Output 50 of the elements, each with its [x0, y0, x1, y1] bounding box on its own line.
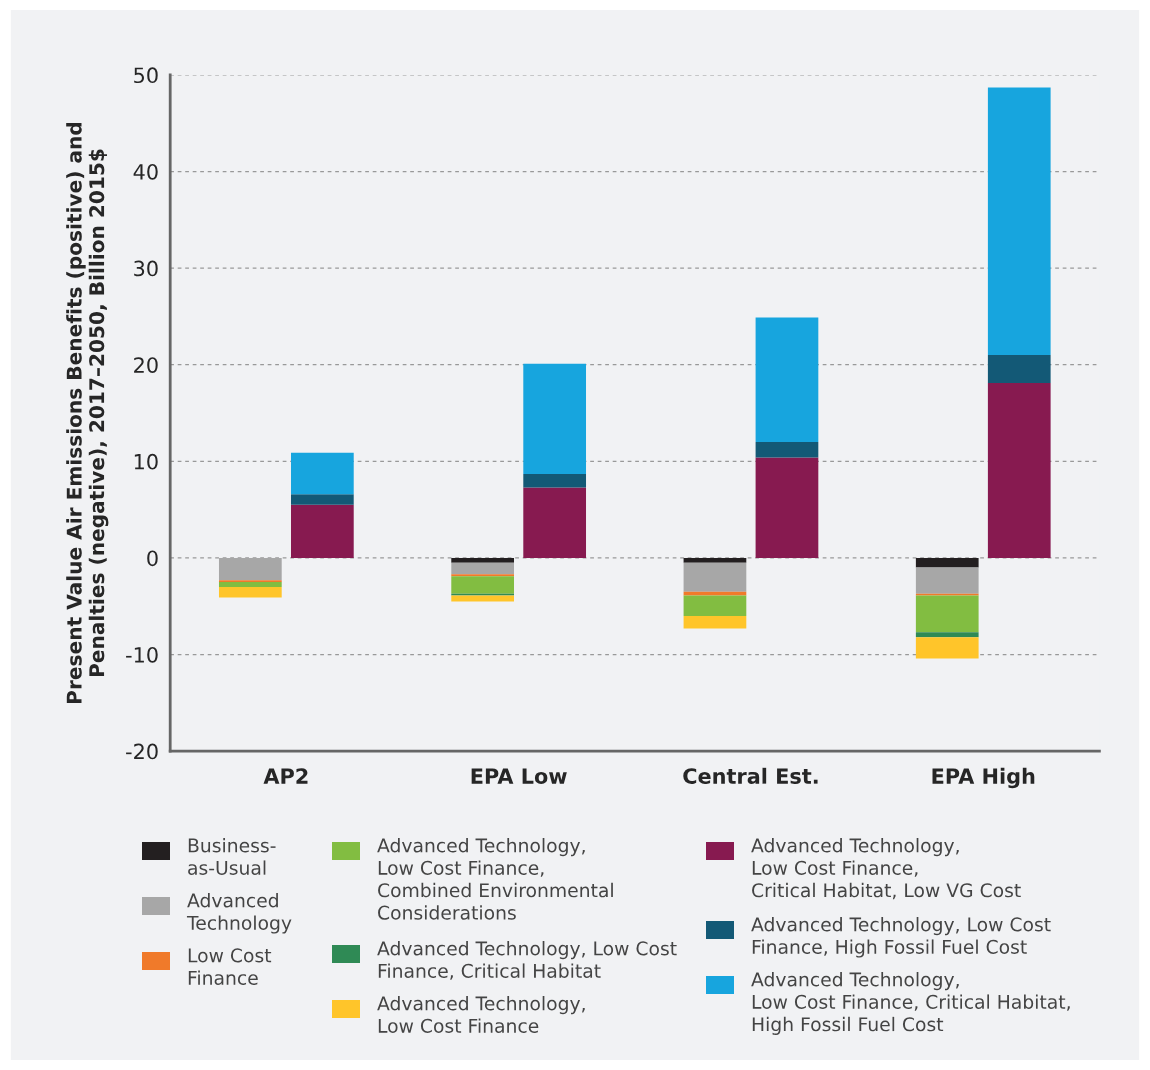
- bar: [755, 317, 819, 442]
- bar: [915, 595, 979, 633]
- legend-label: Advanced Technology, Low Cost Finance: [377, 996, 585, 1033]
- bar: [987, 355, 1051, 384]
- bar: [683, 562, 747, 592]
- bar: [915, 557, 979, 568]
- legend-label: Advanced Technology, Low Cost Finance, High Fossil Fuel Cost: [751, 917, 1051, 958]
- bar: [683, 557, 747, 563]
- bar: [683, 595, 747, 616]
- bar: [987, 87, 1051, 356]
- bar: [291, 494, 354, 505]
- legend-label: Advanced Technology: [186, 893, 292, 934]
- bar: [915, 637, 979, 659]
- bar: [683, 615, 747, 629]
- y-tick-label: -20: [126, 743, 158, 760]
- bar: [523, 487, 587, 558]
- bar: [987, 383, 1051, 558]
- y-tick-label: 30: [134, 260, 158, 277]
- x-tick-label: EPA High: [932, 767, 1035, 789]
- legend-label: Advanced Technology, Low Cost Finance, Critical Habitat, Low VG Cost: [751, 838, 1021, 900]
- bar: [451, 557, 514, 563]
- y-tick-label: 20: [134, 357, 158, 373]
- y-axis-title: Present Value Air Emissions Benefits (positive) and Penalties (negative), 2017–2050, Billion 2015$: [66, 122, 109, 703]
- bar: [451, 562, 514, 575]
- bar: [218, 582, 282, 587]
- bar: [523, 473, 587, 488]
- bar: [915, 632, 979, 638]
- bar: [291, 452, 354, 495]
- y-tick-label: -10: [126, 646, 158, 663]
- bar: [218, 586, 282, 598]
- y-tick-label: 40: [133, 163, 158, 180]
- bar: [683, 591, 747, 596]
- legend-label: Advanced Technology, Low Cost Finance, Critical Habitat, High Fossil Fuel Cost: [751, 972, 1070, 1035]
- legend-label: Low Cost Finance: [188, 948, 272, 985]
- bar: [218, 557, 282, 581]
- bar: [755, 457, 819, 558]
- bar: [755, 442, 819, 458]
- y-tick-label: 0: [147, 550, 158, 567]
- x-tick-label: AP2: [263, 768, 308, 784]
- y-tick-label: 50: [134, 67, 158, 84]
- legend-label: Advanced Technology, Low Cost Finance, Critical Habitat: [377, 941, 677, 980]
- bar: [915, 567, 979, 594]
- bar: [523, 363, 587, 474]
- bar: [451, 576, 514, 594]
- x-tick-label: EPA Low: [471, 768, 567, 784]
- x-tick-label: Central Est.: [683, 767, 818, 784]
- y-tick-label: 10: [134, 453, 158, 470]
- legend-label: Advanced Technology, Low Cost Finance, Combined Environmental Considerations: [377, 838, 613, 920]
- bar: [291, 504, 354, 558]
- legend-label: Business- as-Usual: [188, 838, 276, 875]
